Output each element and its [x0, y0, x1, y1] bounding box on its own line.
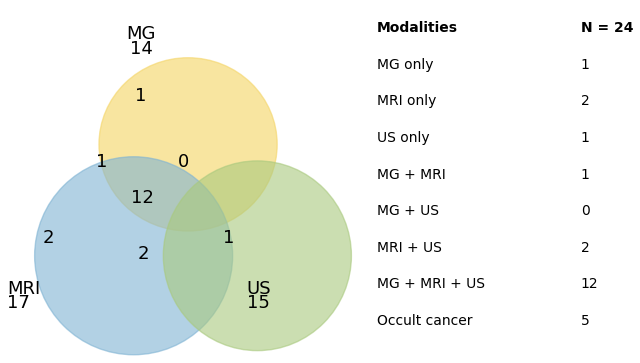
- Text: Occult cancer: Occult cancer: [376, 314, 472, 328]
- Text: 1: 1: [581, 131, 589, 145]
- Text: 2: 2: [137, 245, 148, 263]
- Text: 1: 1: [136, 87, 147, 105]
- Text: 1: 1: [223, 229, 234, 247]
- Text: 5: 5: [581, 314, 589, 328]
- Text: MG only: MG only: [376, 58, 433, 72]
- Text: 15: 15: [247, 294, 269, 312]
- Text: Modalities: Modalities: [376, 21, 458, 35]
- Text: US: US: [247, 280, 271, 298]
- Text: 2: 2: [581, 241, 589, 255]
- Text: MRI + US: MRI + US: [376, 241, 442, 255]
- Text: 1: 1: [97, 152, 108, 171]
- Text: US only: US only: [376, 131, 429, 145]
- Text: MG: MG: [126, 25, 156, 44]
- Text: 0: 0: [178, 152, 189, 171]
- Text: 2: 2: [42, 229, 54, 247]
- Ellipse shape: [35, 157, 232, 355]
- Text: MRI: MRI: [8, 280, 41, 298]
- Ellipse shape: [163, 161, 351, 351]
- Text: 14: 14: [130, 40, 152, 58]
- Text: MG + MRI: MG + MRI: [376, 168, 445, 182]
- Text: 17: 17: [8, 294, 30, 312]
- Text: 0: 0: [581, 204, 589, 218]
- Text: 12: 12: [581, 277, 598, 291]
- Text: N = 24: N = 24: [581, 21, 634, 35]
- Ellipse shape: [99, 58, 277, 231]
- Text: 2: 2: [581, 94, 589, 109]
- Text: MG + MRI + US: MG + MRI + US: [376, 277, 484, 291]
- Text: 1: 1: [581, 58, 589, 72]
- Text: 12: 12: [131, 189, 154, 207]
- Text: MG + US: MG + US: [376, 204, 438, 218]
- Text: 1: 1: [581, 168, 589, 182]
- Text: MRI only: MRI only: [376, 94, 436, 109]
